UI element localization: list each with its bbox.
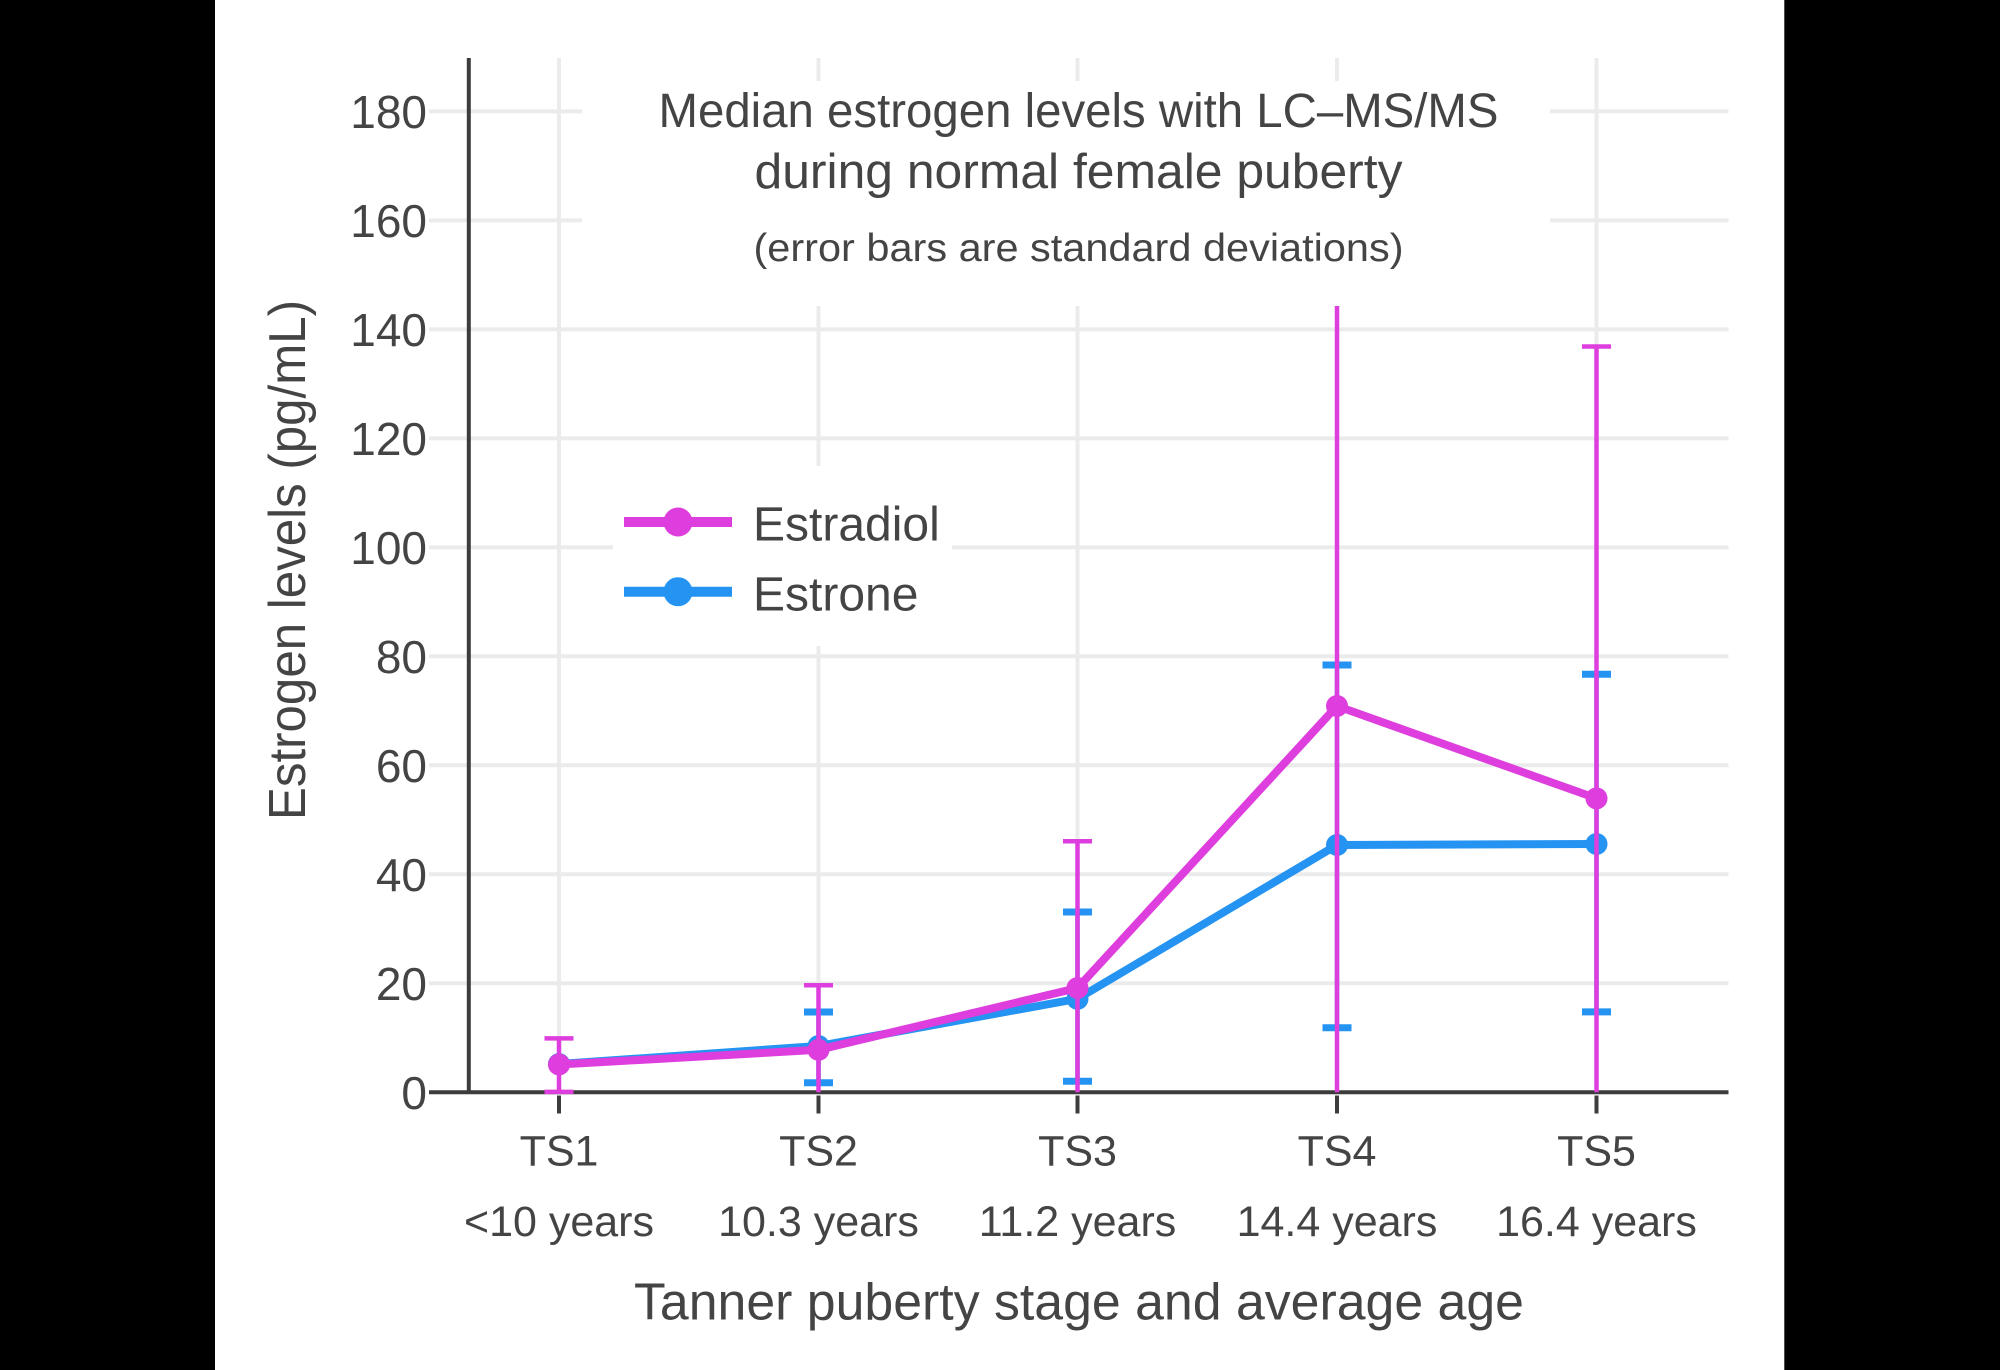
svg-text:during normal female puberty: during normal female puberty	[755, 145, 1403, 199]
svg-text:180: 180	[350, 86, 427, 138]
svg-text:14.4 years: 14.4 years	[1237, 1198, 1438, 1246]
svg-text:10.3 years: 10.3 years	[718, 1198, 919, 1246]
svg-text:60: 60	[376, 740, 427, 792]
svg-text:80: 80	[376, 631, 427, 683]
svg-text:(error bars are standard devia: (error bars are standard deviations)	[754, 227, 1404, 270]
svg-text:TS4: TS4	[1298, 1128, 1377, 1176]
svg-text:16.4 years: 16.4 years	[1496, 1198, 1697, 1246]
svg-text:TS5: TS5	[1557, 1128, 1636, 1176]
svg-text:Tanner puberty stage and avera: Tanner puberty stage and average age	[634, 1273, 1524, 1331]
svg-text:Estrone: Estrone	[753, 569, 918, 622]
svg-text:TS1: TS1	[520, 1128, 599, 1176]
svg-text:100: 100	[350, 522, 427, 574]
svg-text:Estradiol: Estradiol	[753, 499, 940, 552]
svg-text:Median estrogen levels with LC: Median estrogen levels with LC–MS/MS	[659, 85, 1499, 138]
svg-text:TS2: TS2	[779, 1128, 858, 1176]
svg-text:20: 20	[376, 958, 427, 1010]
svg-text:0: 0	[401, 1067, 427, 1119]
svg-text:<10 years: <10 years	[464, 1198, 654, 1246]
svg-text:120: 120	[350, 413, 427, 465]
svg-text:TS3: TS3	[1038, 1128, 1117, 1176]
svg-text:40: 40	[376, 849, 427, 901]
svg-text:140: 140	[350, 304, 427, 356]
svg-text:11.2 years: 11.2 years	[979, 1198, 1177, 1246]
svg-text:Estrogen levels (pg/mL): Estrogen levels (pg/mL)	[259, 300, 317, 820]
svg-text:160: 160	[350, 195, 427, 247]
